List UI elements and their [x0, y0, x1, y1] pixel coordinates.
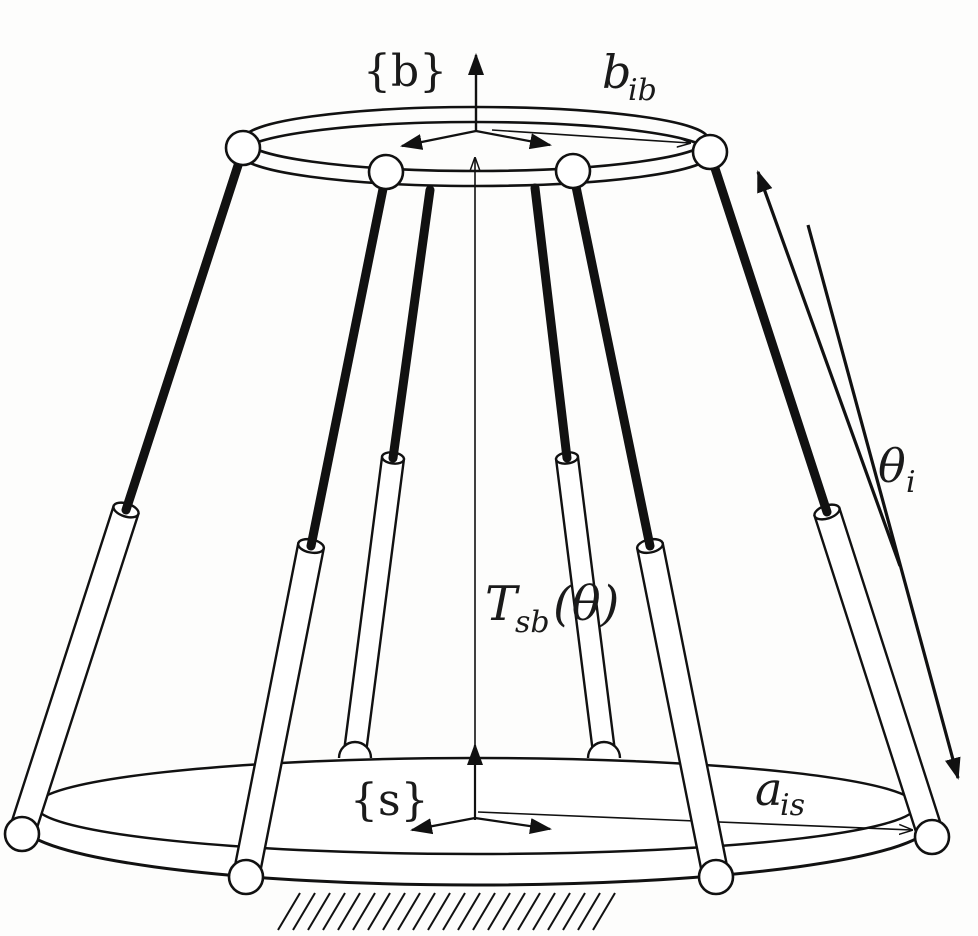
joint	[3, 815, 41, 853]
leg-rod	[705, 148, 832, 517]
transform-arg: (θ)	[553, 576, 619, 632]
leg-cylinder	[342, 455, 406, 755]
joint	[227, 858, 265, 896]
back-joint	[586, 740, 622, 759]
actuator-leg	[8, 145, 248, 838]
base-vector-sub: is	[780, 788, 805, 823]
leg-rod	[306, 169, 391, 551]
hatch-line	[577, 892, 601, 931]
top-vector-main: b	[602, 45, 631, 99]
leg-angle-main: θ	[878, 439, 906, 493]
leg-rod	[388, 185, 435, 463]
hatch-line	[532, 892, 556, 931]
actuator-leg	[530, 183, 617, 755]
actuator-leg	[342, 185, 435, 755]
back-joint	[337, 740, 373, 759]
leg-rod	[530, 183, 572, 463]
leg-angle-label: θ i	[878, 439, 916, 500]
hatch-line	[502, 892, 526, 931]
hatch-line	[517, 892, 541, 931]
space-frame-label: {s}	[350, 775, 429, 826]
transform-label: T sb (θ)	[485, 576, 619, 640]
hatch-line	[382, 892, 406, 931]
joint	[691, 133, 729, 171]
hatch-line	[487, 892, 511, 931]
hatch-line	[277, 892, 301, 931]
joint	[554, 152, 592, 190]
hatch-line	[367, 892, 391, 931]
top-vector-label: b ib	[602, 45, 657, 108]
transform-main: T	[485, 576, 520, 632]
front-legs	[8, 145, 945, 881]
joint	[913, 818, 951, 856]
ground-hatch-icon	[277, 892, 616, 931]
joint	[367, 153, 405, 191]
hatch-line	[547, 892, 571, 931]
leg-rod	[568, 167, 655, 551]
top-vector-sub: ib	[628, 73, 657, 108]
actuator-leg	[705, 148, 945, 842]
body-frame-label: {b}	[363, 46, 447, 97]
hatch-line	[412, 892, 436, 931]
leg-rod	[121, 145, 248, 515]
hatch-line	[352, 892, 376, 931]
spherical-joint-icon	[3, 129, 951, 896]
joint	[697, 858, 735, 896]
base-vector-main: a	[755, 762, 782, 816]
leg-angle-sub: i	[906, 465, 916, 500]
hatch-line	[322, 892, 346, 931]
hatch-line	[292, 892, 316, 931]
joint	[224, 129, 262, 167]
hatch-line	[472, 892, 496, 931]
leg-length-arrow	[806, 224, 961, 780]
base-vector-label: a is	[755, 762, 805, 823]
back-legs	[337, 183, 622, 759]
hatch-line	[307, 892, 331, 931]
hatch-line	[442, 892, 466, 931]
transform-sub: sb	[515, 605, 550, 640]
hatch-line	[337, 892, 361, 931]
hatch-line	[397, 892, 421, 931]
hatch-line	[457, 892, 481, 931]
hatch-line	[427, 892, 451, 931]
hatch-line	[562, 892, 586, 931]
hatch-line	[592, 892, 616, 931]
